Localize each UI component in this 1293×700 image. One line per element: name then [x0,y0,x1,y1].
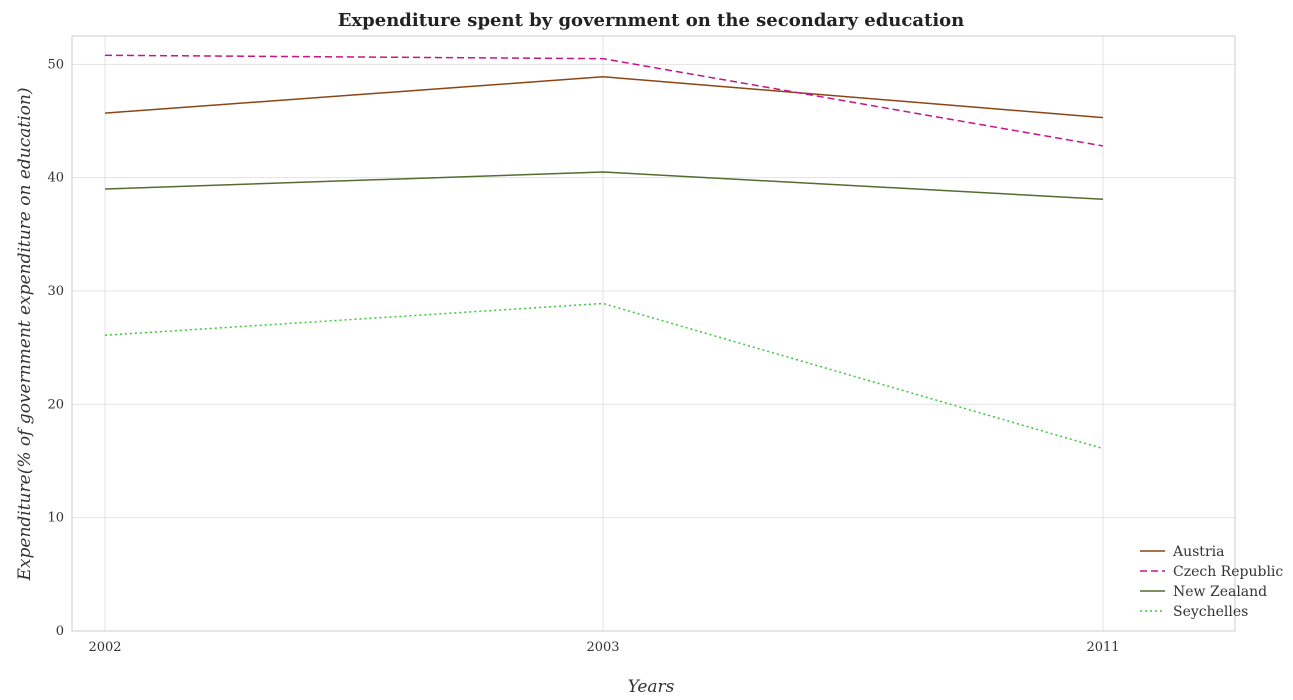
grid [72,36,1235,632]
series-line-seychelles [104,302,1104,450]
x-tick-label: 2003 [586,640,619,655]
x-axis-ticks: 2002 2003 2011 [88,640,1119,655]
y-tick-label: 20 [47,397,64,412]
y-tick-label: 10 [47,511,64,526]
series-line-new-zealand [104,171,1104,200]
y-tick-label: 0 [56,624,64,639]
legend: Austria Czech Republic New Zealand Seychell… [1140,544,1283,620]
series-line-austria [104,76,1104,119]
y-axis-ticks: 0 10 20 30 40 50 [47,57,64,639]
x-tick-label: 2002 [88,640,121,655]
legend-label: Czech Republic [1173,564,1283,580]
y-tick-label: 40 [47,171,64,186]
legend-label: Austria [1172,544,1224,560]
legend-label: New Zealand [1173,584,1267,600]
plot-area [71,35,1236,632]
x-tick-label: 2011 [1086,640,1119,655]
x-axis-label: Years [628,677,675,697]
chart-title: Expenditure spent by government on the s… [338,10,965,31]
y-axis-label: Expenditure(% of government expenditure … [15,88,35,582]
legend-label: Seychelles [1173,604,1248,620]
series-line-czech-republic [104,54,1104,147]
y-tick-label: 30 [47,284,64,299]
y-tick-label: 50 [47,57,64,72]
series-lines [104,54,1104,450]
